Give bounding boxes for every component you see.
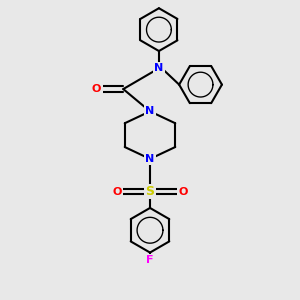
Text: N: N [154, 63, 164, 73]
Text: S: S [146, 185, 154, 198]
Text: N: N [146, 154, 154, 164]
Text: O: O [112, 187, 122, 196]
Text: O: O [92, 84, 101, 94]
Text: N: N [146, 106, 154, 116]
Text: O: O [178, 187, 188, 196]
Text: F: F [146, 255, 154, 265]
